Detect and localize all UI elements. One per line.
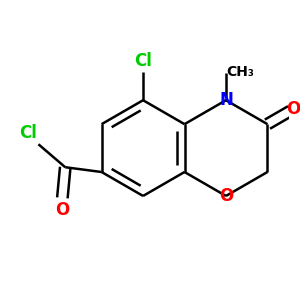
Text: O: O [286, 100, 300, 118]
Text: N: N [219, 91, 233, 109]
Text: O: O [55, 201, 70, 219]
Text: O: O [219, 187, 233, 205]
Text: CH₃: CH₃ [226, 64, 254, 79]
Text: Cl: Cl [19, 124, 37, 142]
Text: Cl: Cl [134, 52, 152, 70]
